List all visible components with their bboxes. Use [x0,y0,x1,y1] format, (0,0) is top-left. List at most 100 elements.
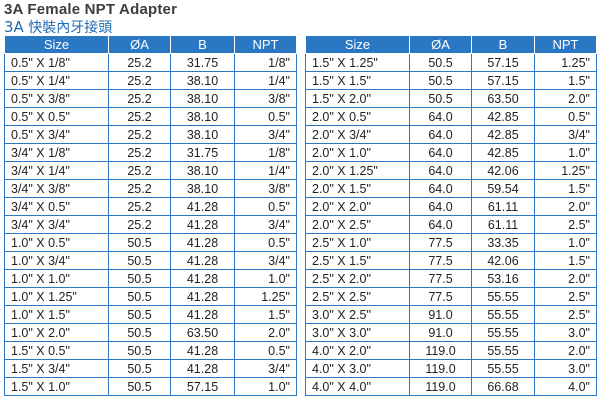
cell-npt: 1.0" [534,233,597,252]
cell-b: 66.68 [471,377,535,396]
table-row: 1.5" X 0.5" 50.5 41.28 0.5" [4,341,297,360]
table-row: 3/4" X 0.5" 25.2 41.28 0.5" [4,197,297,216]
cell-a: 25.2 [108,215,171,234]
column-header-npt: NPT [534,35,597,54]
table-row: 3/4" X 3/4" 25.2 41.28 3/4" [4,215,297,234]
cell-a: 77.5 [409,251,472,270]
cell-size: 2.0" X 1.5" [305,179,410,198]
table-row: 1.0" X 1.0" 50.5 41.28 1.0" [4,269,297,288]
table-row: 3.0" X 2.5" 91.0 55.55 2.5" [305,305,597,324]
cell-size: 2.5" X 1.0" [305,233,410,252]
cell-size: 0.5" X 1/4" [4,71,109,90]
cell-npt: 3/4" [234,125,297,144]
cell-size: 2.0" X 0.5" [305,107,410,126]
cell-b: 63.50 [471,89,535,108]
cell-a: 50.5 [108,341,171,360]
cell-npt: 2.5" [534,215,597,234]
cell-a: 25.2 [108,53,171,72]
cell-b: 38.10 [170,125,235,144]
cell-size: 2.0" X 2.0" [305,197,410,216]
cell-a: 25.2 [108,143,171,162]
page-title: 3A Female NPT Adapter [4,1,178,18]
cell-b: 38.10 [170,89,235,108]
subtitle-text: 快裝內牙接頭 [28,20,113,36]
table-row: 3/4" X 1/4" 25.2 38.10 1/4" [4,161,297,180]
table-body-right: 1.5" X 1.25" 50.5 57.15 1.25" 1.5" X 1.5" 50.… [305,53,597,396]
cell-b: 41.28 [170,305,235,324]
cell-size: 1.0" X 3/4" [4,251,109,270]
cell-b: 55.55 [471,323,535,342]
cell-a: 77.5 [409,233,472,252]
table-header-row: Size ØA B NPT [4,35,297,54]
cell-a: 77.5 [409,269,472,288]
cell-size: 2.0" X 2.5" [305,215,410,234]
table-row: 1.5" X 1.5" 50.5 57.15 1.5" [305,71,597,90]
cell-npt: 2.0" [534,89,597,108]
cell-a: 50.5 [108,359,171,378]
cell-a: 25.2 [108,107,171,126]
cell-b: 31.75 [170,143,235,162]
cell-b: 55.55 [471,341,535,360]
cell-size: 4.0" X 2.0" [305,341,410,360]
cell-size: 3/4" X 1/8" [4,143,109,162]
cell-b: 41.28 [170,341,235,360]
cell-b: 42.85 [471,125,535,144]
cell-a: 25.2 [108,71,171,90]
cell-b: 41.28 [170,233,235,252]
cell-npt: 3/4" [234,215,297,234]
cell-b: 38.10 [170,161,235,180]
cell-a: 64.0 [409,107,472,126]
cell-b: 38.10 [170,107,235,126]
cell-b: 33.35 [471,233,535,252]
cell-b: 41.28 [170,359,235,378]
cell-a: 91.0 [409,305,472,324]
cell-a: 25.2 [108,197,171,216]
cell-npt: 1/4" [234,71,297,90]
cell-npt: 1/8" [234,143,297,162]
table-row: 1.0" X 3/4" 50.5 41.28 3/4" [4,251,297,270]
cell-size: 1.5" X 1.0" [4,377,109,396]
table-row: 1.0" X 1.25" 50.5 41.28 1.25" [4,287,297,306]
cell-size: 1.0" X 1.25" [4,287,109,306]
cell-npt: 2.0" [534,341,597,360]
cell-a: 119.0 [409,377,472,396]
table-row: 3/4" X 1/8" 25.2 31.75 1/8" [4,143,297,162]
table-row: 2.0" X 2.5" 64.0 61.11 2.5" [305,215,597,234]
cell-npt: 3/8" [234,89,297,108]
cell-a: 50.5 [409,71,472,90]
column-header-a: ØA [409,35,472,54]
table-row: 2.5" X 2.0" 77.5 53.16 2.0" [305,269,597,288]
cell-size: 2.0" X 3/4" [305,125,410,144]
table-row: 2.0" X 1.5" 64.0 59.54 1.5" [305,179,597,198]
cell-b: 31.75 [170,53,235,72]
cell-npt: 1.0" [234,377,297,396]
table-row: 1.5" X 3/4" 50.5 41.28 3/4" [4,359,297,378]
cell-size: 2.0" X 1.25" [305,161,410,180]
table-row: 2.5" X 2.5" 77.5 55.55 2.5" [305,287,597,306]
cell-size: 1.5" X 3/4" [4,359,109,378]
cell-size: 2.5" X 2.5" [305,287,410,306]
cell-b: 63.50 [170,323,235,342]
cell-size: 4.0" X 4.0" [305,377,410,396]
cell-a: 25.2 [108,89,171,108]
cell-a: 50.5 [108,305,171,324]
cell-npt: 2.0" [534,269,597,288]
cell-size: 2.5" X 2.0" [305,269,410,288]
cell-npt: 3.0" [534,323,597,342]
cell-b: 41.28 [170,269,235,288]
cell-size: 0.5" X 3/8" [4,89,109,108]
table-row: 2.5" X 1.0" 77.5 33.35 1.0" [305,233,597,252]
cell-size: 3/4" X 0.5" [4,197,109,216]
cell-b: 38.10 [170,179,235,198]
cell-npt: 3/4" [534,125,597,144]
cell-size: 1.5" X 1.25" [305,53,410,72]
cell-b: 41.28 [170,215,235,234]
cell-size: 0.5" X 0.5" [4,107,109,126]
cell-b: 41.28 [170,287,235,306]
cell-a: 25.2 [108,179,171,198]
cell-npt: 1.5" [534,251,597,270]
cell-size: 2.5" X 1.5" [305,251,410,270]
table-row: 0.5" X 3/4" 25.2 38.10 3/4" [4,125,297,144]
cell-a: 50.5 [409,89,472,108]
table-row: 4.0" X 3.0" 119.0 55.55 3.0" [305,359,597,378]
